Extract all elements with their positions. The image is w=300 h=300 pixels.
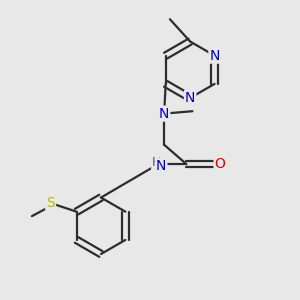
Text: N: N [156,159,166,172]
Text: O: O [214,157,226,171]
Text: H: H [152,156,161,169]
Text: N: N [185,91,195,105]
Text: N: N [159,106,169,121]
Text: N: N [209,49,220,63]
Text: S: S [46,196,55,210]
